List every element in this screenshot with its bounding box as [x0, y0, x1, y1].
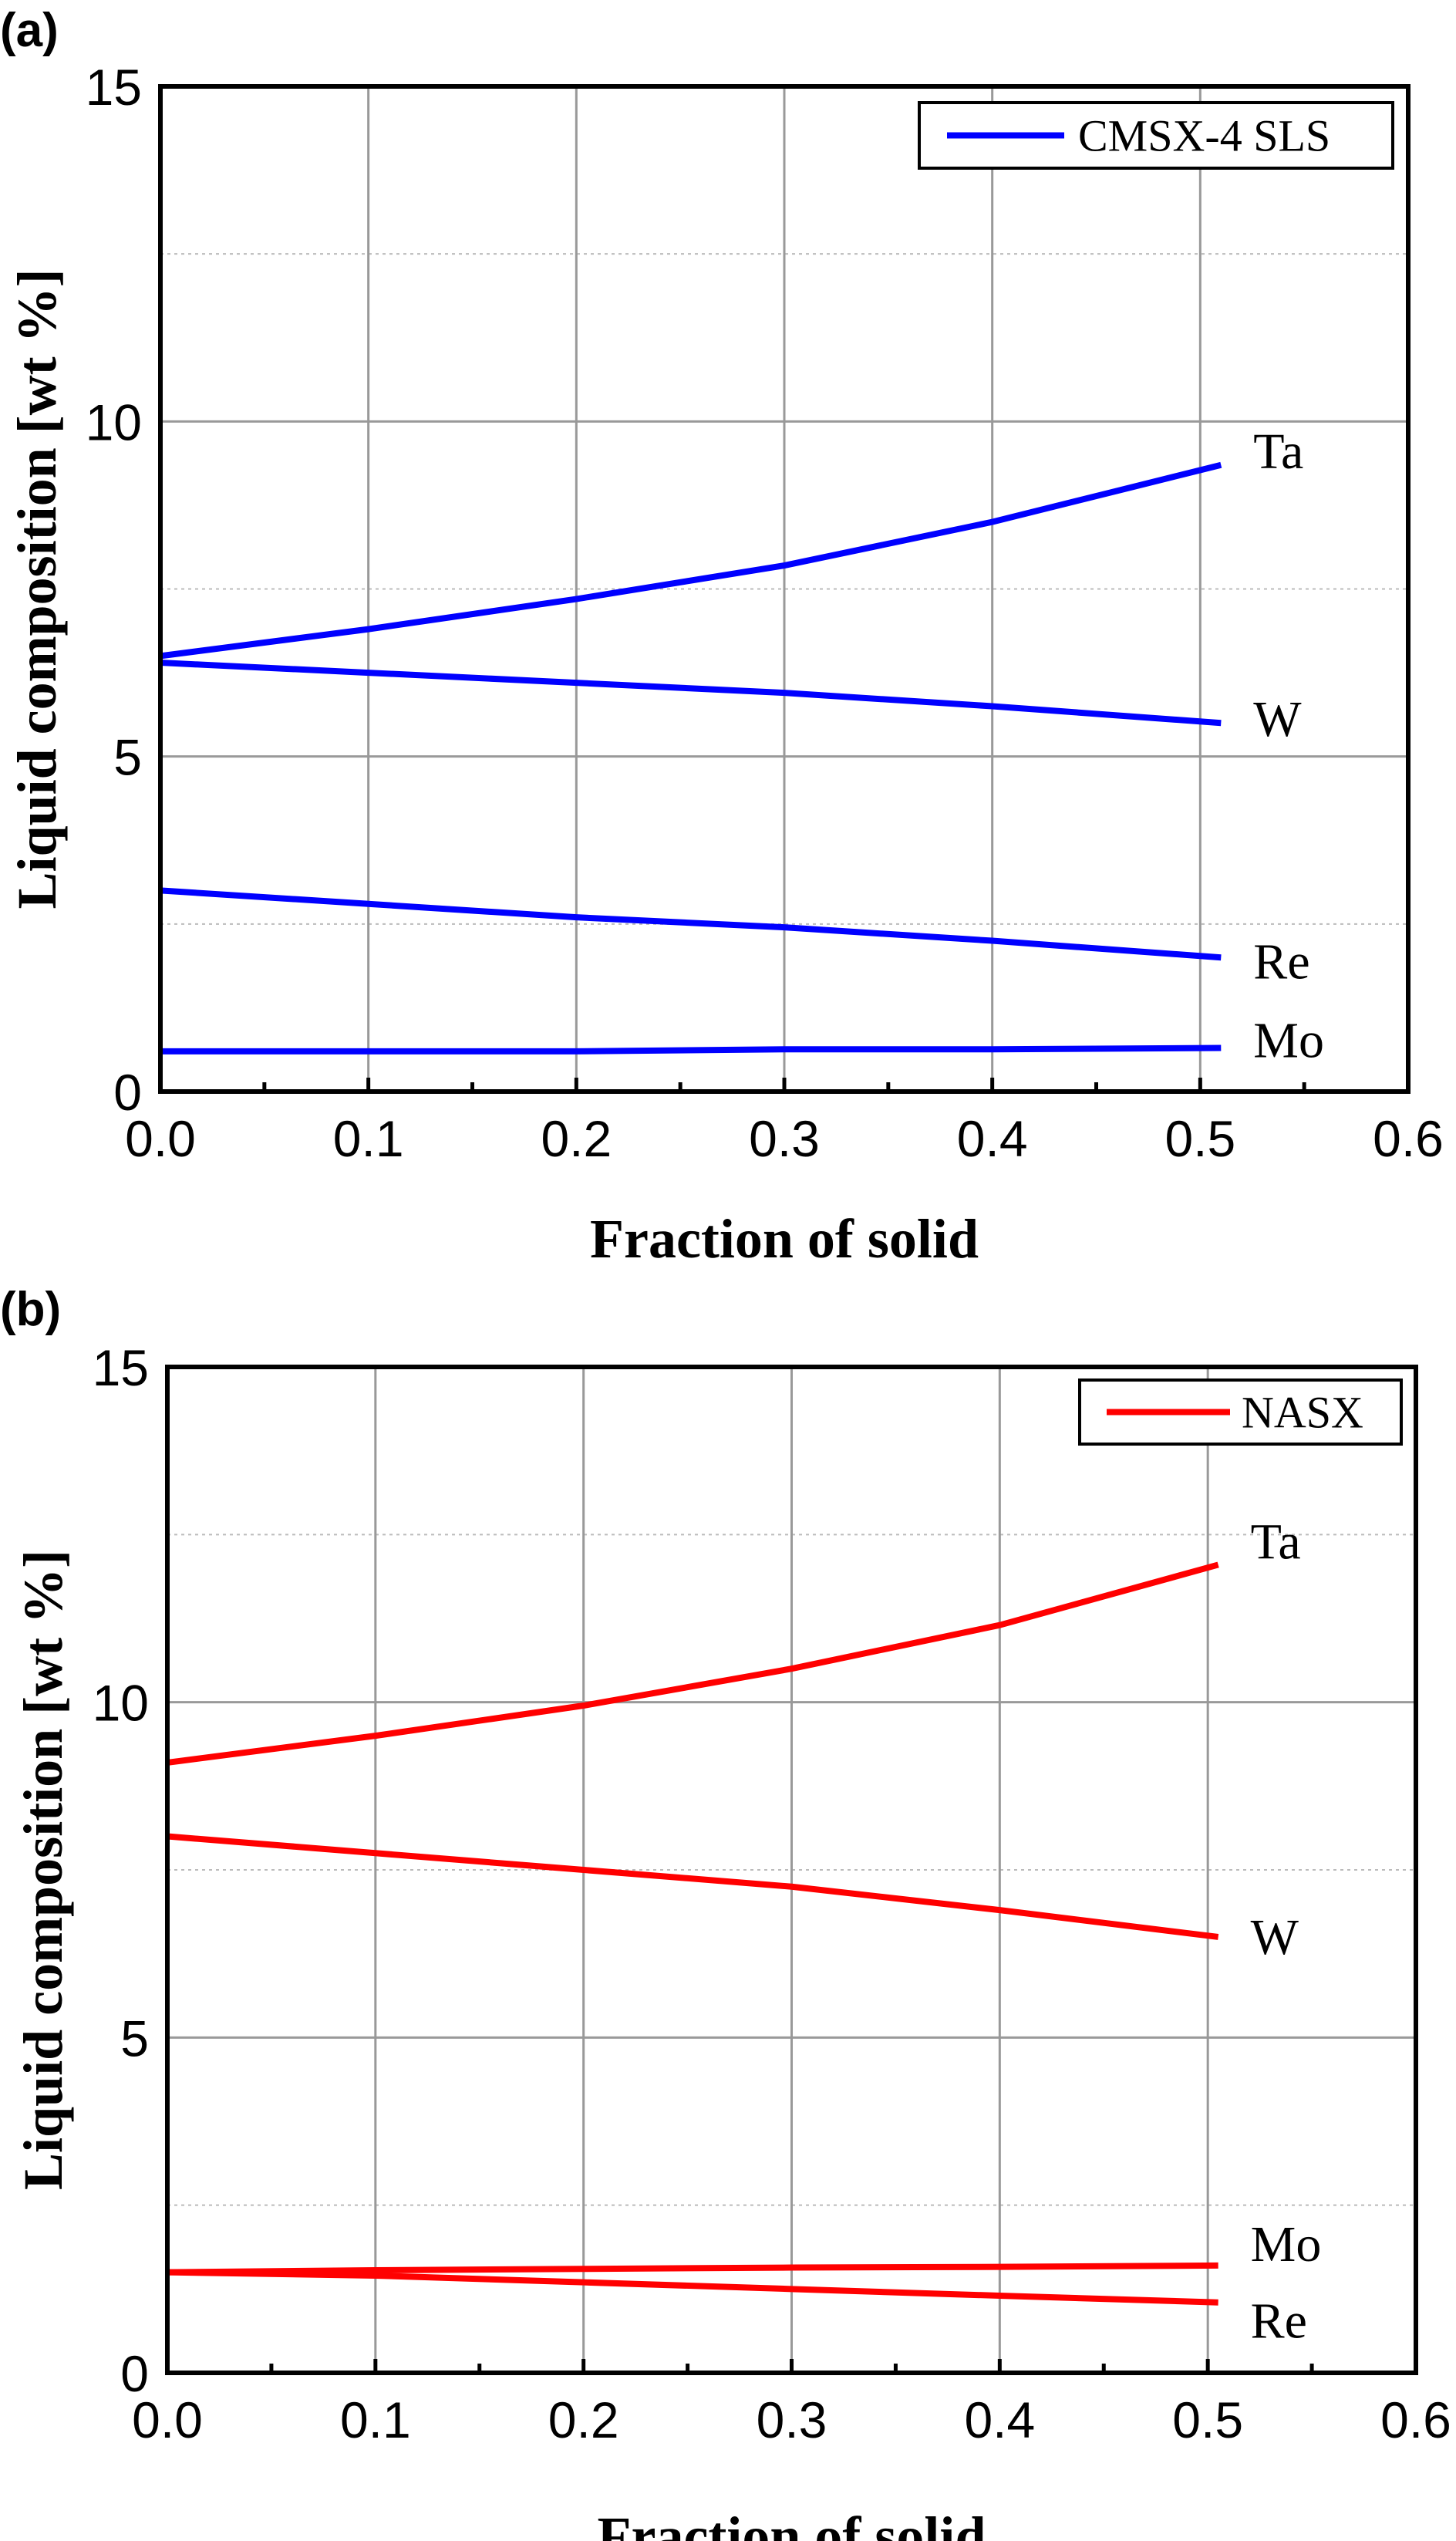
y-tick-label: 15	[86, 59, 142, 116]
plot-frame	[165, 1365, 1418, 2375]
series-label-w: W	[1253, 691, 1302, 747]
legend: CMSX-4 SLS	[918, 101, 1394, 170]
x-tick-label: 0.5	[1164, 1110, 1235, 1167]
y-tick-label: 5	[113, 729, 142, 786]
series-label-mo: Mo	[1253, 1013, 1324, 1069]
plot-frame	[158, 84, 1410, 1094]
y-tick-label: 5	[120, 2010, 149, 2067]
series-line-mo	[160, 1044, 1222, 1055]
y-axis-title: Liquid composition [wt %]	[12, 1550, 74, 2190]
panel-label: (b)	[0, 1283, 61, 1336]
x-axis-title: Fraction of solid	[590, 1208, 979, 1270]
panel-label: (a)	[0, 4, 59, 57]
x-tick-label: 0.1	[340, 2391, 411, 2448]
series-label-re: Re	[1251, 2293, 1307, 2350]
series-label-mo: Mo	[1251, 2216, 1322, 2273]
x-tick-label: 0.2	[548, 2391, 619, 2448]
y-tick-label: 15	[93, 1339, 149, 1396]
x-tick-label: 0.5	[1172, 2391, 1243, 2448]
series-label-ta: Ta	[1253, 424, 1303, 480]
x-tick-label: 0.6	[1373, 1110, 1444, 1167]
panel-b: 0.0 0.1 0.2 0.3 0.4 0.5 0.6 0 5 10 15 Ta W Mo Re NASX Fr…	[0, 1283, 1451, 2541]
legend-label: CMSX-4 SLS	[1078, 111, 1330, 161]
x-tick-label: 0.0	[132, 2391, 203, 2448]
x-tick-label: 0.0	[125, 1110, 196, 1167]
y-axis-title: Liquid composition [wt %]	[6, 268, 68, 909]
legend-label: NASX	[1242, 1388, 1363, 1438]
series-line-ta	[167, 1561, 1219, 1766]
series-line-re	[160, 887, 1222, 961]
x-tick-label: 0.2	[541, 1110, 612, 1167]
x-tick-label: 0.1	[333, 1110, 404, 1167]
y-tick-label: 0	[120, 2345, 149, 2402]
y-tick-label: 10	[86, 393, 142, 450]
series-label-re: Re	[1253, 933, 1309, 990]
series-label-ta: Ta	[1251, 1513, 1301, 1570]
series-line-w	[167, 1833, 1219, 1940]
series-line-re	[167, 2269, 1218, 2306]
y-tick-label: 10	[93, 1675, 149, 1732]
x-axis-title: Fraction of solid	[598, 2506, 986, 2541]
x-tick-label: 0.3	[757, 2391, 827, 2448]
x-tick-label: 0.4	[964, 2391, 1035, 2448]
y-tick-label: 0	[113, 1064, 142, 1121]
x-tick-label: 0.3	[749, 1110, 820, 1167]
x-tick-label: 0.6	[1380, 2391, 1451, 2448]
series-line-w	[160, 660, 1222, 727]
panel-a: 0.0 0.1 0.2 0.3 0.4 0.5 0.6 0 5 10 15 Ta W Re Mo CMSX-4…	[0, 4, 1444, 1270]
legend: NASX	[1078, 1378, 1403, 1446]
series-line-mo	[167, 2262, 1218, 2276]
series-line-ta	[160, 461, 1222, 660]
series-label-w: W	[1251, 1909, 1299, 1966]
x-tick-label: 0.4	[957, 1110, 1028, 1167]
